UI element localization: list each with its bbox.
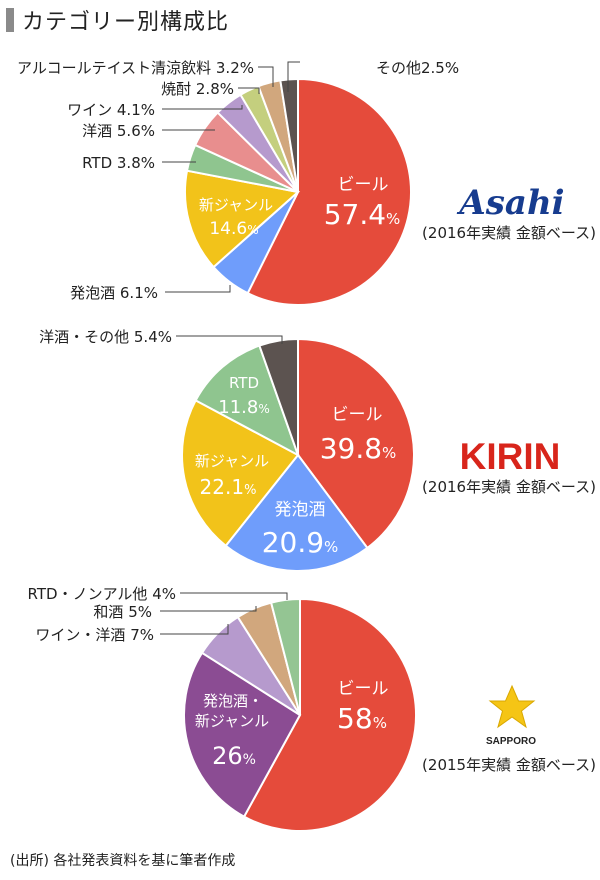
pie-slice xyxy=(242,597,417,832)
kirin-label-yoshu-other: 洋酒・その他 5.4% xyxy=(39,328,172,346)
kirin-shin-name: 新ジャンル xyxy=(195,452,269,470)
pie-slice xyxy=(224,453,369,572)
kirin-outside-labels xyxy=(176,335,283,344)
asahi-label-shochu: 焼酎 2.8% xyxy=(161,80,234,98)
sapporo-beer-name: ビール xyxy=(338,679,389,699)
asahi-outside-labels xyxy=(162,61,300,293)
asahi-beer-value: 57.4% xyxy=(324,198,401,231)
asahi-note: (2016年実績 金額ベース) xyxy=(422,224,596,242)
pie-slice xyxy=(181,399,300,548)
pie-asahi xyxy=(184,77,412,306)
leader-line xyxy=(180,592,288,600)
sapporo-star-icon xyxy=(488,684,536,729)
pie-slice xyxy=(246,77,412,306)
leader-line xyxy=(176,335,283,344)
pie-sapporo xyxy=(183,597,417,832)
sapporo-hs-value: 26% xyxy=(212,742,256,770)
asahi-shin-name: 新ジャンル xyxy=(199,196,273,214)
asahi-label-happoshu: 発泡酒 6.1% xyxy=(70,284,158,302)
sapporo-hs-name-1: 発泡酒・ xyxy=(203,692,263,710)
kirin-rtd-value: 11.8% xyxy=(218,397,269,418)
sapporo-label-wine: ワイン・洋酒 7% xyxy=(35,626,154,644)
pie-slice xyxy=(258,337,299,456)
title-accent-bar xyxy=(6,8,14,32)
sapporo-hs-name-2: 新ジャンル xyxy=(195,712,269,730)
pie-slice xyxy=(194,344,300,458)
sapporo-outside-labels xyxy=(160,592,288,635)
sapporo-beer-value: 58% xyxy=(337,702,387,735)
asahi-label-wine: ワイン 4.1% xyxy=(67,101,155,119)
asahi-logo: Asahi xyxy=(456,183,564,223)
leader-line xyxy=(238,87,260,94)
source-note: (出所) 各社発表資料を基に筆者作成 xyxy=(10,853,236,869)
sapporo-note: (2015年実績 金額ベース) xyxy=(422,756,596,774)
kirin-happo-value: 20.9% xyxy=(262,526,339,559)
kirin-beer-value: 39.8% xyxy=(320,432,397,465)
leader-line xyxy=(162,105,243,110)
pie-slice xyxy=(184,169,301,269)
asahi-label-other: その他2.5% xyxy=(376,59,459,77)
leader-line xyxy=(287,61,300,92)
sapporo-label-rtd: RTD・ノンアル他 4% xyxy=(28,585,176,603)
leader-line xyxy=(258,66,274,87)
asahi-label-rtd: RTD 3.8% xyxy=(82,154,155,172)
asahi-label-alcfree: アルコールテイスト清涼飲料 3.2% xyxy=(17,59,254,77)
leader-line xyxy=(160,606,257,612)
kirin-happo-name: 発泡酒 xyxy=(275,500,326,520)
kirin-note: (2016年実績 金額ベース) xyxy=(422,478,596,496)
chart-title: カテゴリー別構成比 xyxy=(22,10,230,35)
kirin-rtd-name: RTD xyxy=(229,374,259,392)
leader-line xyxy=(160,624,229,635)
leader-line xyxy=(165,285,231,293)
asahi-beer-name: ビール xyxy=(338,175,389,195)
asahi-shin-value: 14.6% xyxy=(209,219,258,239)
pie-slice xyxy=(279,77,299,193)
sapporo-label-wafu: 和酒 5% xyxy=(93,603,152,621)
kirin-beer-name: ビール xyxy=(332,405,383,425)
pie-kirin xyxy=(181,337,415,572)
pie-slice xyxy=(297,337,415,550)
kirin-logo: KIRIN xyxy=(460,436,561,477)
pie-slice xyxy=(183,651,302,819)
pie-slice xyxy=(269,597,301,716)
asahi-label-yoshu: 洋酒 5.6% xyxy=(82,122,155,140)
kirin-shin-value: 22.1% xyxy=(200,475,257,499)
sapporo-logo: SAPPORO xyxy=(486,736,536,747)
